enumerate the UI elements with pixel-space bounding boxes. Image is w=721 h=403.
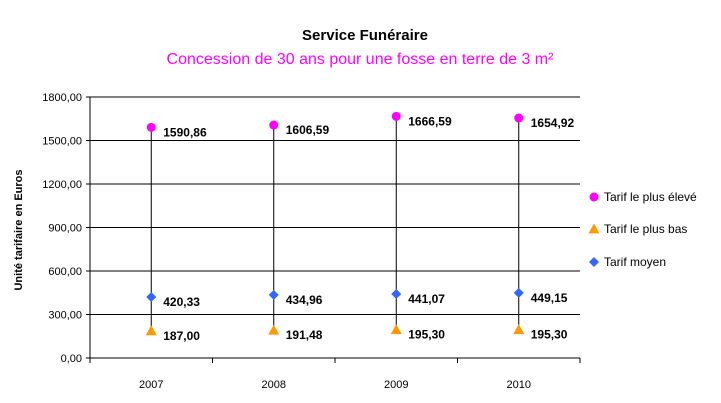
axes — [86, 96, 581, 363]
drop-lines — [150, 116, 520, 331]
data-label: 1666,59 — [408, 114, 452, 128]
legend-label: Tarif le plus bas — [604, 222, 687, 236]
y-tick-labels: 0,00 300,00 600,00 900,00 1200,00 1500,00 1800… — [42, 92, 82, 365]
data-point — [391, 289, 402, 300]
data-label: 187,00 — [163, 329, 200, 343]
y-tick-label: 900,00 — [48, 223, 82, 235]
legend-label: Tarif le plus élevé — [604, 190, 697, 204]
x-tick-labels: 2007 2008 2009 2010 — [139, 379, 531, 391]
data-label: 441,07 — [408, 292, 445, 306]
y-axis-label: Unité tarifaire en Euros — [13, 169, 25, 290]
y-tick-label: 1200,00 — [42, 179, 82, 191]
data-label: 195,30 — [531, 328, 568, 342]
data-point — [513, 287, 524, 298]
y-tick-label: 0,00 — [61, 353, 82, 365]
data-point — [269, 120, 279, 130]
legend-label: Tarif moyen — [604, 255, 666, 269]
y-tick-label: 1800,00 — [42, 92, 82, 104]
data-point — [146, 292, 157, 303]
data-point — [513, 324, 525, 335]
chart-subtitle: Concession de 30 ans pour une fosse en t… — [167, 51, 555, 68]
data-labels: 1590,86 1606,59 1666,59 1654,92 187,00 191,48… — [163, 114, 574, 343]
gridlines — [90, 96, 580, 315]
data-point — [145, 325, 157, 336]
y-tick-label: 1500,00 — [42, 136, 82, 148]
legend-marker — [588, 223, 600, 234]
data-point — [514, 113, 524, 123]
y-tick-label: 300,00 — [48, 310, 82, 322]
legend: Tarif le plus élevé Tarif le plus bas Tari… — [588, 190, 697, 269]
data-label: 1654,92 — [531, 116, 575, 130]
x-tick-label: 2007 — [139, 379, 163, 391]
data-label: 1606,59 — [286, 123, 330, 137]
data-point — [391, 111, 401, 121]
data-label: 420,33 — [163, 295, 200, 309]
data-point — [146, 122, 156, 132]
legend-marker — [589, 257, 599, 267]
x-tick-label: 2008 — [262, 379, 286, 391]
data-point — [268, 289, 279, 300]
chart-title: Service Funéraire — [302, 27, 428, 44]
data-label: 195,30 — [408, 328, 445, 342]
data-label: 449,15 — [531, 291, 568, 305]
data-label: 1590,86 — [163, 125, 207, 139]
y-tick-label: 600,00 — [48, 266, 82, 278]
data-label: 191,48 — [286, 328, 323, 342]
data-point — [390, 324, 402, 335]
x-tick-label: 2009 — [384, 379, 408, 391]
data-label: 434,96 — [286, 293, 323, 307]
data-point — [268, 324, 280, 335]
data-points — [145, 111, 525, 336]
legend-marker — [589, 192, 599, 202]
x-tick-label: 2010 — [507, 379, 531, 391]
